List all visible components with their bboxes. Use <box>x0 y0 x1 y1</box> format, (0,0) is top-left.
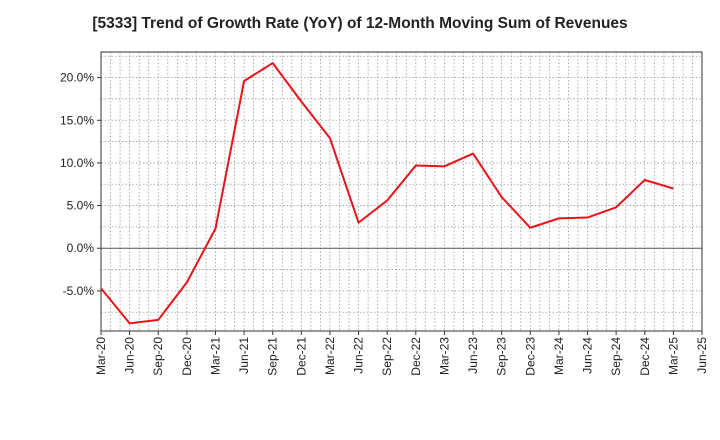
y-tick-label: 20.0% <box>60 71 94 85</box>
x-tick-label: Jun-21 <box>237 337 251 374</box>
x-tick-label: Jun-23 <box>466 337 480 374</box>
x-tick-label: Mar-24 <box>552 337 566 375</box>
y-tick-label: 10.0% <box>60 156 94 170</box>
x-tick-label: Mar-22 <box>323 337 337 375</box>
x-tick-label: Jun-25 <box>695 337 709 374</box>
x-tick-label: Mar-25 <box>666 337 680 375</box>
x-tick-label: Dec-24 <box>638 337 652 376</box>
x-tick-label: Jun-20 <box>123 337 137 374</box>
x-tick-label: Dec-22 <box>409 337 423 376</box>
x-tick-label: Jun-22 <box>352 337 366 374</box>
x-tick-label: Sep-23 <box>495 337 509 376</box>
x-tick-label: Sep-20 <box>151 337 165 376</box>
x-tick-label: Mar-20 <box>94 337 108 375</box>
x-tick-label: Dec-20 <box>180 337 194 376</box>
x-tick-label: Sep-21 <box>266 337 280 376</box>
y-tick-label: 5.0% <box>67 199 95 213</box>
plot-area <box>101 52 702 331</box>
x-tick-label: Jun-24 <box>581 337 595 374</box>
series-line <box>101 62 674 325</box>
x-tick-label: Dec-21 <box>294 337 308 376</box>
x-tick-label: Sep-22 <box>380 337 394 376</box>
x-tick-label: Mar-21 <box>208 337 222 375</box>
x-tick-label: Sep-24 <box>609 337 623 376</box>
chart-title: [5333] Trend of Growth Rate (YoY) of 12-… <box>92 15 628 32</box>
y-tick-label: 0.0% <box>67 241 95 255</box>
y-tick-label: 15.0% <box>60 113 94 127</box>
y-tick-label: -5.0% <box>63 284 95 298</box>
plot-frame <box>100 51 703 332</box>
x-tick-label: Dec-23 <box>523 337 537 376</box>
x-tick-label: Mar-23 <box>437 337 451 375</box>
